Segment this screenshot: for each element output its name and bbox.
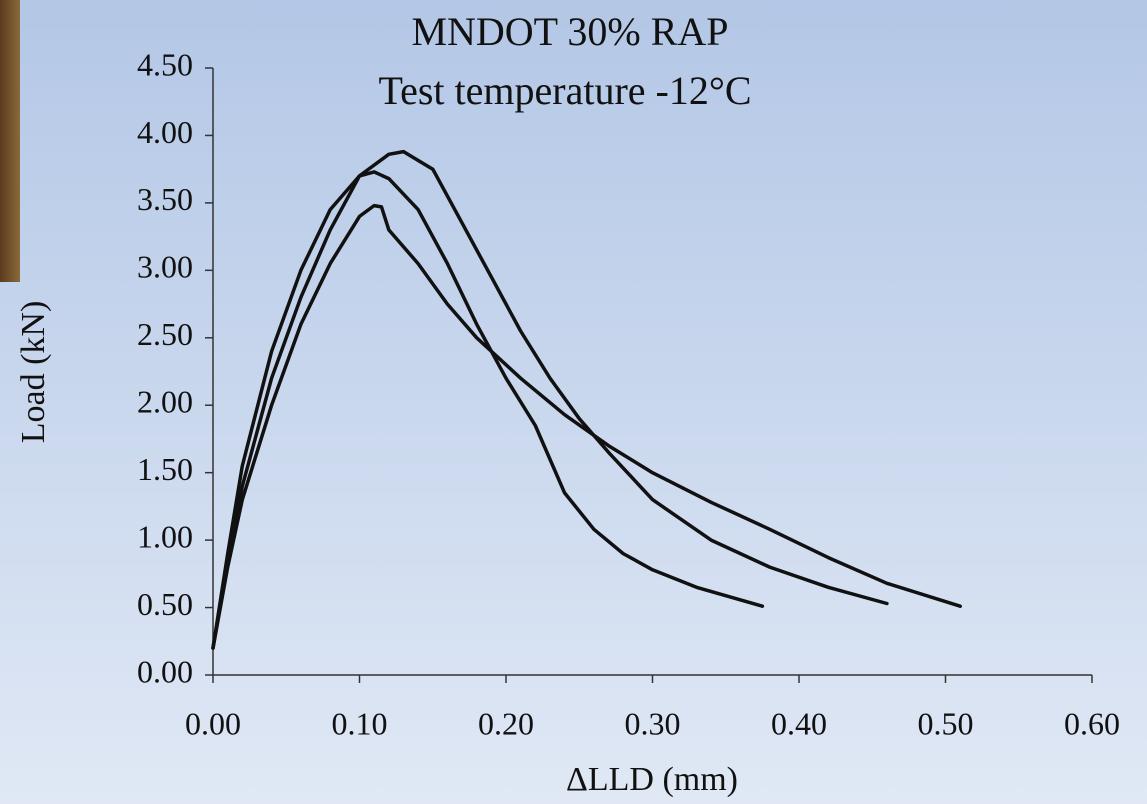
x-axis-label: ΔLLD (mm) [566, 761, 738, 798]
chart-title: MNDOT 30% RAP [411, 9, 728, 54]
x-tick-label: 0.00 [185, 705, 241, 741]
x-tick-label: 0.10 [332, 705, 388, 741]
x-tick-label: 0.30 [625, 705, 681, 741]
y-tick-label: 2.00 [137, 384, 193, 420]
y-tick-label: 1.00 [137, 518, 193, 554]
chart-subtitle: Test temperature -12°C [378, 68, 751, 113]
data-line [211, 203, 962, 650]
y-tick-label: 3.50 [137, 181, 193, 217]
y-tick-label: 4.00 [137, 114, 193, 150]
x-tick-label: 0.50 [918, 705, 974, 741]
data-line [211, 170, 765, 650]
x-tick-label: 0.20 [478, 705, 534, 741]
y-tick-label: 0.50 [137, 586, 193, 622]
y-tick-label: 3.00 [137, 249, 193, 285]
x-tick-label: 0.40 [771, 705, 827, 741]
photo-strip [0, 0, 20, 282]
data-line [211, 149, 889, 650]
y-tick-label: 4.50 [137, 46, 193, 82]
y-tick-label: 2.50 [137, 316, 193, 352]
y-tick-label: 0.00 [137, 653, 193, 689]
y-axis-label: Load (kN) [15, 301, 52, 444]
x-tick-label: 0.60 [1064, 705, 1120, 741]
y-tick-label: 1.50 [137, 451, 193, 487]
